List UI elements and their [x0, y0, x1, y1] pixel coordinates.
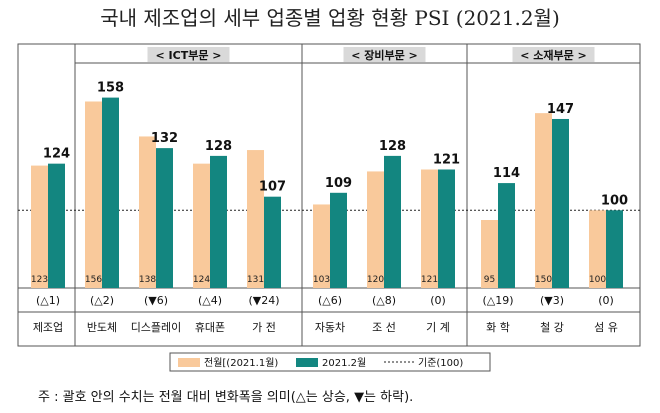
- category-label: 철 강: [540, 321, 564, 334]
- category-label: 제조업: [33, 321, 63, 334]
- category-label: 화 학: [486, 321, 510, 334]
- data-label-prev: 95: [484, 275, 495, 285]
- bar-prev: [139, 136, 156, 288]
- bar-curr: [48, 163, 65, 288]
- data-label-prev: 156: [85, 275, 102, 285]
- legend-swatch-prev: [178, 358, 200, 367]
- category-label: 섬 유: [594, 321, 618, 334]
- data-label-curr: 114: [493, 166, 520, 181]
- bar-prev: [193, 163, 210, 288]
- category-label: 조 선: [372, 321, 396, 334]
- data-label-prev: 150: [535, 275, 552, 285]
- change-label: (△4): [198, 294, 222, 307]
- data-label-prev: 138: [139, 275, 156, 285]
- data-label-curr: 132: [151, 131, 178, 146]
- legend-label-curr: 2021.2월: [322, 357, 366, 369]
- category-label: 기 계: [426, 321, 450, 334]
- group-header-label: < ICT부문 >: [155, 49, 221, 62]
- group-header-bg: [343, 47, 426, 62]
- data-label-prev: 103: [313, 275, 330, 285]
- bar-prev: [85, 101, 102, 288]
- change-label: (△8): [372, 294, 396, 307]
- category-label: 자동차: [315, 321, 345, 334]
- change-label: (▼24): [248, 294, 279, 307]
- bar-curr: [156, 148, 173, 288]
- data-label-curr: 124: [43, 147, 70, 162]
- data-label-prev: 100: [589, 275, 606, 285]
- category-label: 반도체: [87, 321, 117, 334]
- category-label: 가 전: [252, 321, 276, 334]
- bar-prev: [589, 210, 606, 288]
- group-header-label: < 소재부문 >: [520, 48, 587, 62]
- data-label-prev: 123: [31, 275, 48, 285]
- change-label: (▼3): [540, 294, 564, 307]
- bar-prev: [313, 204, 330, 288]
- bar-prev: [31, 165, 48, 288]
- bar-curr: [330, 192, 347, 288]
- chart-title: 국내 제조업의 세부 업종별 업황 현황 PSI (2021.2월): [100, 6, 560, 30]
- change-label: (△1): [36, 294, 60, 307]
- legend-label-prev: 전월[(2021.1월): [204, 357, 278, 369]
- data-label-prev: 131: [247, 275, 264, 285]
- footnote: 주 : 괄호 안의 수치는 전월 대비 변화폭을 의미(△는 상승, ▼는 하락…: [38, 390, 414, 405]
- bar-curr: [552, 118, 569, 288]
- change-label: (0): [430, 294, 446, 307]
- legend-swatch-curr: [296, 358, 318, 367]
- data-label-curr: 128: [205, 139, 232, 154]
- bar-prev: [481, 220, 498, 288]
- data-label-curr: 128: [379, 139, 406, 154]
- bar-curr: [438, 169, 455, 288]
- bar-prev: [367, 171, 384, 288]
- group-header-label: < 장비부문 >: [351, 48, 418, 62]
- bar-curr: [384, 155, 401, 288]
- legend-label-baseline: 기준(100): [418, 357, 463, 369]
- change-label: (0): [598, 294, 614, 307]
- data-label-curr: 121: [433, 152, 460, 167]
- bar-prev: [421, 169, 438, 288]
- data-label-curr: 100: [601, 193, 628, 208]
- bar-curr: [210, 155, 227, 288]
- data-label-curr: 147: [547, 102, 574, 117]
- group-header-bg: [512, 47, 595, 62]
- data-label-prev: 121: [421, 275, 438, 285]
- change-label: (△19): [482, 294, 513, 307]
- change-label: (△6): [318, 294, 342, 307]
- data-label-curr: 109: [325, 176, 352, 191]
- bar-curr: [264, 196, 281, 288]
- bar-curr: [606, 210, 623, 288]
- change-label: (▼6): [144, 294, 168, 307]
- change-label: (△2): [90, 294, 114, 307]
- bar-prev: [535, 113, 552, 289]
- bar-curr: [102, 97, 119, 288]
- category-label: 휴대폰: [195, 321, 225, 334]
- data-label-curr: 107: [259, 180, 286, 195]
- category-label: 디스플레이: [131, 321, 182, 334]
- plot-frame: [17, 43, 641, 347]
- data-label-prev: 120: [367, 275, 384, 285]
- data-label-prev: 124: [193, 275, 210, 285]
- group-header-bg: [147, 47, 230, 62]
- legend-box: [169, 352, 491, 372]
- bar-curr: [498, 183, 515, 288]
- data-label-curr: 158: [97, 81, 124, 96]
- bar-prev: [247, 150, 264, 288]
